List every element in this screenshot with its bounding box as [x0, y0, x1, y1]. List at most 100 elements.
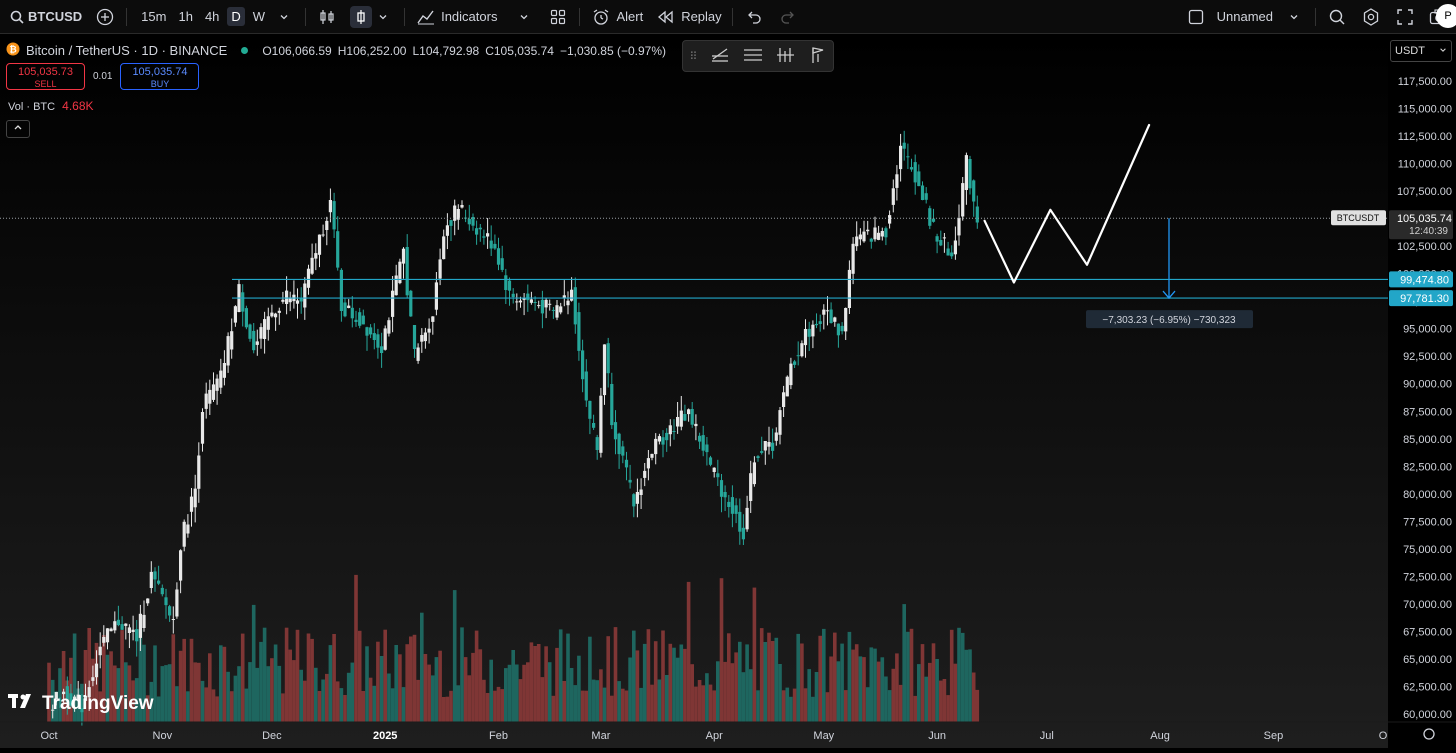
flag-tool-icon[interactable]: [809, 46, 827, 67]
volume-bar: [909, 628, 914, 722]
volume-bar: [412, 634, 417, 722]
settings-button[interactable]: [1354, 0, 1388, 33]
profile-avatar[interactable]: P: [1436, 4, 1456, 28]
symbol-search[interactable]: BTCUSD: [0, 0, 88, 33]
volume-bar: [653, 641, 658, 722]
collapse-legend-button[interactable]: [6, 120, 30, 138]
candle-body: [577, 312, 581, 351]
timeframe-d[interactable]: D: [227, 7, 245, 26]
alarm-clock-icon: [590, 6, 612, 28]
replay-button[interactable]: Replay: [649, 0, 727, 33]
candle-body: [687, 409, 691, 415]
bar-style-button[interactable]: [310, 0, 344, 33]
volume-bar: [515, 664, 519, 722]
chevron-down-icon[interactable]: [372, 6, 394, 28]
volume-bar: [61, 651, 66, 722]
time-tick-label: Oct: [40, 730, 57, 742]
candle-body: [489, 240, 493, 249]
chevron-down-icon[interactable]: [1283, 6, 1305, 28]
candle-body: [551, 309, 555, 311]
candle-body: [683, 414, 687, 421]
timeframe-1h[interactable]: 1h: [178, 9, 193, 24]
candles-style-button[interactable]: [344, 0, 400, 33]
candle-body: [179, 550, 183, 581]
ohlc-high: H106,252.00: [337, 43, 407, 58]
candle-body: [741, 527, 745, 540]
buy-button[interactable]: 105,035.74 BUY: [120, 63, 200, 90]
volume-bar: [350, 662, 355, 722]
candle-body: [211, 384, 216, 400]
layout-name-button[interactable]: Unnamed: [1179, 0, 1311, 33]
candle-body: [935, 236, 939, 242]
chart-area[interactable]: −7,303.23 (−6.95%) −730,323 60,000.00 62,5…: [0, 34, 1456, 748]
volume-bar: [584, 690, 589, 722]
candle-body: [800, 343, 804, 357]
candle-body: [230, 331, 234, 350]
candle-body: [719, 480, 724, 497]
chevron-down-icon[interactable]: [513, 6, 535, 28]
candle-body: [767, 442, 771, 447]
candle-body: [818, 321, 822, 324]
candle-body: [566, 300, 570, 306]
volume-bar: [390, 688, 395, 722]
price-tick-label: 85,000.00: [1403, 434, 1452, 446]
fullscreen-button[interactable]: [1388, 0, 1422, 33]
candle-body: [171, 619, 175, 620]
alert-button[interactable]: Alert: [584, 0, 649, 33]
volume-bar: [811, 696, 815, 722]
symbol-title[interactable]: Bitcoin / TetherUS · 1D · BINANCE: [26, 43, 228, 58]
volume-bar: [661, 630, 665, 722]
divider: [126, 7, 128, 26]
volume-bar: [164, 665, 168, 722]
volume-bar: [134, 678, 139, 722]
candle-body: [306, 268, 311, 288]
quick-search-button[interactable]: [1320, 0, 1354, 33]
price-chart[interactable]: −7,303.23 (−6.95%) −730,323 60,000.00 62,5…: [0, 34, 1456, 748]
drag-handle-icon[interactable]: ⠿: [689, 50, 698, 63]
candle-body: [829, 309, 833, 323]
candle-body: [588, 400, 592, 419]
price-tick-label: 102,500.00: [1397, 241, 1452, 253]
indicators-button[interactable]: Indicators: [409, 0, 541, 33]
candle-body: [511, 293, 515, 298]
candle-body: [672, 431, 676, 432]
candle-body: [734, 505, 738, 514]
volume-bar: [833, 632, 837, 722]
candle-body: [314, 253, 318, 259]
levels-tool-icon[interactable]: [776, 46, 796, 67]
candle-body: [387, 320, 391, 334]
candle-body: [127, 627, 131, 633]
templates-button[interactable]: [541, 0, 575, 33]
timeframe-group: 15m 1h 4h D W: [131, 0, 301, 33]
support-price-tag: [1389, 271, 1453, 288]
rewind-icon: [655, 6, 677, 28]
spread-value: 0.01: [93, 71, 113, 82]
redo-button[interactable]: [771, 0, 805, 33]
price-tick-label: 115,000.00: [1398, 104, 1452, 116]
timeframe-w[interactable]: W: [252, 9, 266, 24]
currency-selector[interactable]: USDT: [1390, 40, 1452, 62]
chevron-down-icon[interactable]: [273, 6, 295, 28]
candle-body: [146, 598, 150, 604]
price-tick-label: 87,500.00: [1403, 406, 1452, 418]
parallel-lines-tool-icon[interactable]: [743, 46, 763, 67]
sell-button[interactable]: 105,035.73 SELL: [6, 63, 85, 90]
undo-button[interactable]: [737, 0, 771, 33]
volume-bar: [646, 629, 651, 722]
candle-body: [610, 384, 614, 426]
timeframe-4h[interactable]: 4h: [204, 9, 220, 24]
price-tick-label: 107,500.00: [1397, 186, 1452, 198]
volume-bar: [551, 695, 556, 722]
volume-bar: [635, 650, 640, 722]
candle-body: [924, 193, 928, 200]
volume-bar: [748, 669, 753, 722]
currency-label: USDT: [1395, 45, 1425, 57]
candle-body: [369, 327, 373, 335]
symbol-label: BTCUSD: [28, 9, 83, 24]
compare-button[interactable]: [88, 0, 122, 33]
candle-body: [449, 220, 453, 226]
timeframe-15m[interactable]: 15m: [141, 9, 167, 24]
volume-bar: [895, 653, 899, 722]
volume-bar: [533, 646, 537, 722]
trend-line-tool-icon[interactable]: [710, 46, 730, 67]
